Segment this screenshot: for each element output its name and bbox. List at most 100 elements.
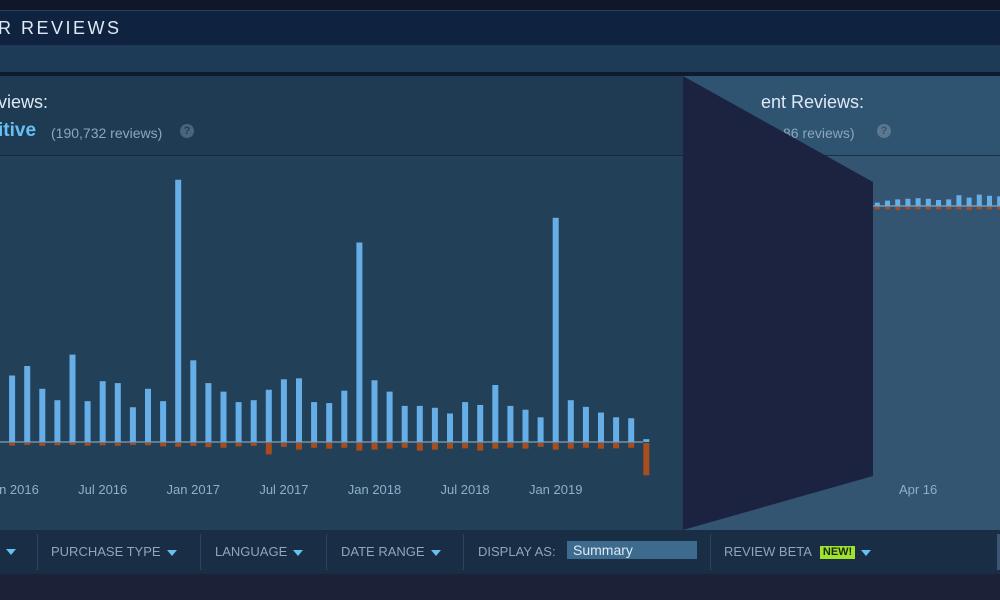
overall-reviews-label: views: [0, 92, 49, 112]
chevron-down-icon [166, 549, 177, 556]
positive-review-bar [946, 199, 952, 206]
overall-review-count: (190,732 reviews) [51, 125, 163, 141]
display-as-select[interactable]: Summary [567, 541, 697, 559]
positive-review-bar [507, 405, 514, 442]
positive-review-bar [997, 196, 1000, 206]
positive-review-bar [643, 439, 650, 442]
negative-review-bar [885, 207, 890, 210]
positive-review-bar [386, 391, 393, 442]
positive-review-bar [834, 202, 839, 206]
negative-review-bar [145, 443, 151, 446]
negative-review-bar [401, 443, 408, 448]
positive-review-bar [783, 202, 788, 206]
negative-review-bar [803, 207, 809, 210]
positive-review-bar [793, 202, 799, 206]
positive-review-bar [114, 383, 121, 442]
positive-review-bar [732, 202, 737, 206]
chevron-down-icon [293, 549, 304, 556]
negative-review-bar [567, 443, 574, 449]
negative-review-bar [477, 443, 484, 451]
date-range-filter[interactable]: DATE RANGE [341, 530, 441, 574]
positive-review-bar [976, 194, 982, 206]
positive-review-bar [885, 200, 890, 206]
help-question-icon[interactable]: ? [180, 124, 194, 138]
negative-review-bar [431, 443, 438, 450]
x-tick-label: Jan 2016 [0, 482, 39, 497]
negative-review-bar [613, 443, 620, 449]
top-strip [0, 0, 1000, 10]
negative-review-bar [9, 443, 16, 446]
overall-review-score[interactable]: itive [0, 120, 37, 141]
positive-review-bar [84, 401, 91, 442]
negative-review-bar [160, 443, 167, 447]
x-tick-label: Jan 2019 [529, 482, 583, 497]
filter-separator [997, 534, 1000, 570]
negative-review-bar [205, 443, 212, 448]
negative-review-bar [235, 443, 242, 447]
positive-review-bar [356, 242, 363, 442]
positive-review-bar [190, 360, 197, 442]
language-filter[interactable]: LANGUAGE [215, 530, 304, 574]
negative-review-bar [915, 207, 921, 210]
help-question-icon[interactable]: ? [877, 124, 891, 138]
x-tick-label: Apr 08 [766, 482, 804, 497]
negative-review-bar [864, 207, 870, 210]
negative-review-bar [416, 443, 423, 451]
negative-review-bar [946, 207, 952, 210]
positive-review-bar [522, 409, 529, 442]
negative-review-bar [582, 443, 589, 448]
negative-review-bar [598, 443, 604, 449]
positive-review-bar [371, 380, 378, 442]
negative-review-bar [99, 443, 106, 446]
chevron-down-icon[interactable] [6, 549, 16, 555]
reviews-header: R REVIEWS [0, 10, 1000, 45]
positive-review-bar [854, 202, 860, 206]
positive-review-bar [613, 417, 620, 442]
positive-review-bar [401, 405, 408, 442]
negative-review-bar [854, 207, 860, 212]
positive-review-bar [341, 390, 348, 442]
y-tick-label: 0 [718, 199, 725, 214]
negative-review-bar [296, 443, 302, 450]
negative-review-bar [522, 443, 529, 449]
positive-review-bar [987, 195, 992, 206]
negative-review-bar [250, 443, 257, 446]
positive-review-bar [145, 388, 151, 442]
positive-review-bar [537, 417, 544, 442]
overall-reviews-panel: views: itive (190,732 reviews) ? Jan 201… [0, 76, 683, 530]
positive-review-bar [966, 197, 972, 206]
overall-reviews-summary: views: itive (190,732 reviews) ? [0, 76, 683, 156]
filter-separator [710, 534, 711, 570]
negative-review-bar [69, 443, 76, 445]
positive-review-bar [280, 379, 287, 442]
positive-review-bar [9, 375, 16, 442]
y-tick-label: 1000 [696, 367, 725, 382]
positive-review-bar [99, 381, 106, 442]
negative-review-bar [54, 443, 61, 446]
x-tick-label: Jul 2017 [259, 482, 308, 497]
negative-review-bar [220, 443, 227, 448]
positive-review-bar [772, 202, 778, 206]
positive-review-bar [175, 179, 182, 443]
negative-review-bar [190, 443, 197, 446]
negative-review-bar [114, 443, 121, 446]
filter-separator [200, 534, 201, 570]
positive-review-bar [416, 405, 423, 442]
negative-review-bar [772, 207, 778, 210]
negative-review-bar [280, 443, 287, 447]
positive-review-bar [864, 202, 870, 206]
purchase-type-filter[interactable]: PURCHASE TYPE [51, 530, 177, 574]
positive-review-bar [762, 202, 768, 206]
negative-review-bar [844, 207, 850, 213]
negative-review-bar [793, 207, 799, 210]
negative-review-bar [175, 443, 182, 447]
new-badge: NEW! [819, 546, 856, 560]
review-beta-filter[interactable]: REVIEW BETA NEW! [724, 530, 872, 574]
positive-review-bar [823, 202, 829, 206]
positive-review-bar [742, 202, 748, 206]
positive-review-bar [956, 195, 962, 206]
recent-reviews-panel: ent Reviews: 86 reviews) ? 0 500 1000 1500 A… [683, 76, 1000, 530]
negative-review-bar [813, 207, 819, 210]
positive-review-bar [431, 407, 438, 442]
negative-review-bar [371, 443, 378, 450]
